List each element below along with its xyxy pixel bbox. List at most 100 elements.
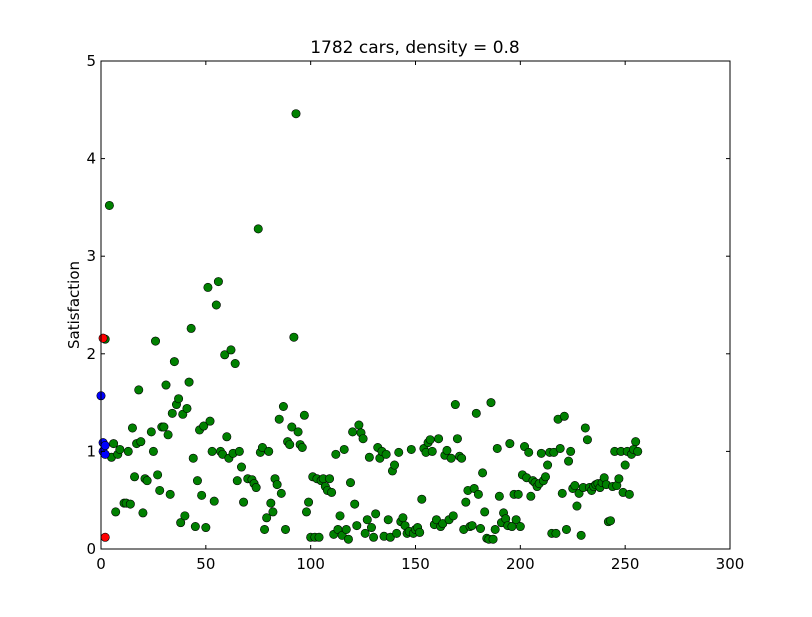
data-point	[383, 515, 393, 525]
data-point	[633, 446, 643, 456]
data-point	[220, 350, 230, 360]
data-point	[222, 432, 232, 442]
data-point	[285, 440, 295, 450]
data-point	[262, 513, 272, 523]
data-point	[153, 470, 163, 480]
data-point	[274, 414, 284, 424]
data-point	[335, 511, 345, 521]
data-point	[526, 491, 536, 501]
data-point	[289, 332, 299, 342]
data-point	[211, 300, 221, 310]
data-point	[331, 449, 341, 459]
data-point	[486, 398, 496, 408]
data-point	[513, 489, 523, 499]
data-point	[624, 489, 634, 499]
x-tick-label: 300	[716, 555, 745, 573]
data-point	[352, 521, 362, 531]
data-point	[406, 444, 416, 454]
data-point	[176, 518, 186, 528]
data-point	[205, 416, 215, 426]
data-point	[169, 357, 179, 367]
data-point	[138, 508, 148, 518]
data-point	[442, 445, 452, 455]
data-point	[148, 446, 158, 456]
data-point	[251, 483, 261, 493]
data-point	[125, 499, 135, 509]
data-point	[631, 437, 641, 447]
data-point	[450, 400, 460, 410]
data-point	[134, 385, 144, 395]
data-point	[511, 515, 521, 525]
data-point	[174, 394, 184, 404]
data-point	[580, 423, 590, 433]
data-point	[366, 523, 376, 533]
data-point	[239, 497, 249, 507]
data-point	[151, 336, 161, 346]
data-point	[448, 511, 458, 521]
data-point	[492, 443, 502, 453]
data-point	[505, 439, 515, 449]
axis-tick-labels: 0 50 100 150 200 250 300 0 1 2 3 4 5	[86, 52, 744, 573]
data-point	[161, 380, 171, 390]
data-point	[490, 524, 500, 534]
data-point	[278, 401, 288, 411]
data-point	[555, 443, 565, 453]
data-point	[109, 439, 119, 449]
data-point	[266, 498, 276, 508]
data-point	[287, 422, 297, 432]
data-point	[559, 411, 569, 421]
data-point	[136, 437, 146, 447]
data-point	[564, 456, 574, 466]
data-point	[551, 528, 561, 538]
data-point	[163, 430, 173, 440]
data-point	[427, 446, 437, 456]
data-point	[276, 488, 286, 498]
data-point	[192, 476, 202, 486]
data-point	[494, 491, 504, 501]
data-point	[190, 522, 200, 532]
data-point	[480, 507, 490, 517]
data-point	[339, 444, 349, 454]
data-point	[394, 447, 404, 457]
data-point	[572, 501, 582, 511]
data-point	[232, 476, 242, 486]
data-point	[188, 453, 198, 463]
data-point	[473, 489, 483, 499]
data-point	[452, 434, 462, 444]
data-point	[364, 452, 374, 462]
data-point	[478, 468, 488, 478]
data-point	[325, 474, 335, 484]
data-point	[620, 460, 630, 470]
data-point	[281, 524, 291, 534]
data-point	[236, 462, 246, 472]
data-point	[461, 497, 471, 507]
data-point	[299, 410, 309, 420]
data-point	[570, 481, 580, 491]
data-point	[304, 497, 314, 507]
data-point	[186, 323, 196, 333]
data-point	[197, 490, 207, 500]
data-point	[467, 521, 477, 531]
data-point	[253, 224, 263, 234]
x-tick-label: 200	[506, 555, 535, 573]
plot-frame	[100, 60, 731, 550]
data-point	[203, 282, 213, 292]
data-point	[226, 345, 236, 355]
data-point	[488, 534, 498, 544]
chart-title: 1782 cars, density = 0.8	[310, 38, 520, 58]
data-point	[159, 422, 169, 432]
data-point	[301, 507, 311, 517]
y-tick-label: 0	[86, 540, 96, 558]
data-point	[127, 423, 137, 433]
data-point	[381, 449, 391, 459]
data-point	[515, 522, 525, 532]
data-point	[434, 434, 444, 444]
data-point	[614, 474, 624, 484]
data-point	[291, 109, 301, 119]
data-point	[142, 476, 152, 486]
y-tick-label: 2	[86, 345, 96, 363]
x-tick-label: 50	[196, 555, 215, 573]
data-point	[343, 534, 353, 544]
data-point	[362, 515, 372, 525]
